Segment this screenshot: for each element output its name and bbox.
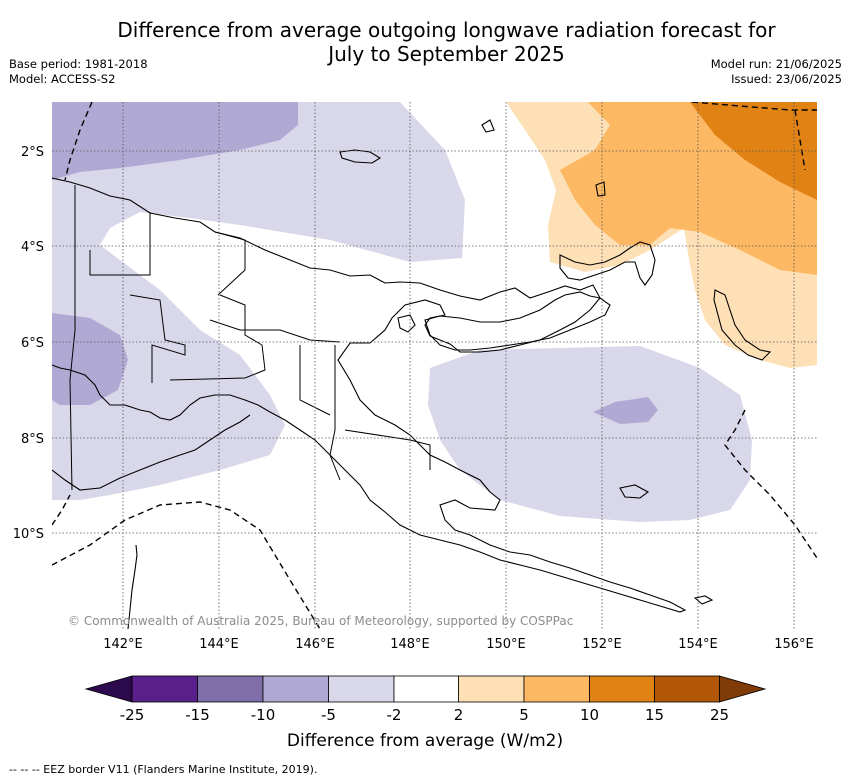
manus-coastline <box>339 149 382 164</box>
colorbar-ticks: -25 -15 -10 -5 -2 2 5 10 15 25 <box>120 706 729 724</box>
meta-right: Model run: 21/06/2025 Issued: 23/06/2025 <box>711 57 842 87</box>
colorbar-tick: 5 <box>519 706 529 724</box>
colorbar-segment <box>393 675 459 703</box>
colorbar-title: Difference from average (W/m2) <box>286 731 564 751</box>
longitude-labels: 142°E 144°E 146°E 148°E 150°E 152°E 154°… <box>103 637 814 652</box>
lat-label: 8°S <box>21 432 44 447</box>
issued-date: Issued: 23/06/2025 <box>731 72 842 86</box>
colorbar-tick: 25 <box>710 706 729 724</box>
colorbar-segment <box>131 675 198 703</box>
province-border-5 <box>209 319 341 343</box>
lon-label: 156°E <box>774 637 814 652</box>
province-border-6 <box>329 345 341 481</box>
anomaly-region-west-light <box>52 102 465 500</box>
base-period: Base period: 1981-2018 <box>9 57 148 71</box>
eez-south-west <box>52 501 321 629</box>
title-line-1: Difference from average outgoing longwav… <box>117 18 776 42</box>
eez-footnote: -- -- -- EEZ border V11 (Flanders Marine… <box>9 763 318 776</box>
title-line-2: July to September 2025 <box>328 42 565 66</box>
colorbar-extend-low <box>84 675 133 703</box>
model-name: Model: ACCESS-S2 <box>9 72 116 86</box>
province-border-1 <box>89 212 151 276</box>
colorbar-tick: -2 <box>387 706 402 724</box>
lat-label: 10°S <box>13 527 44 542</box>
colorbar-segment <box>458 675 525 703</box>
colorbar-tick: 10 <box>580 706 599 724</box>
lon-label: 148°E <box>390 637 430 652</box>
louisiade-coastline <box>693 595 714 605</box>
province-border-2 <box>129 294 186 383</box>
latitude-labels: 2°S 4°S 6°S 8°S 10°S <box>13 145 44 542</box>
colorbar-extend-high <box>719 675 767 703</box>
lat-label: 6°S <box>21 336 44 351</box>
colorbar-segment <box>197 675 264 703</box>
lon-label: 142°E <box>103 637 143 652</box>
colorbar-segment <box>523 675 590 703</box>
map-plot-area <box>52 102 817 629</box>
small-island-1 <box>481 119 495 133</box>
small-island-2 <box>397 314 416 333</box>
model-run: Model run: 21/06/2025 <box>710 57 842 71</box>
colorbar-segment <box>262 675 329 703</box>
province-border-7 <box>344 429 431 470</box>
anomaly-region-northwest-medium <box>52 102 298 180</box>
eez-west <box>64 102 93 181</box>
lon-label: 144°E <box>199 637 239 652</box>
anomaly-region-southeast-light <box>428 346 752 522</box>
bougainville-coastline <box>713 289 772 361</box>
meta-left: Base period: 1981-2018 Model: ACCESS-S2 <box>9 57 148 87</box>
lat-label: 2°S <box>21 145 44 160</box>
coastlines <box>52 119 772 629</box>
colorbar-segment <box>328 675 395 703</box>
colorbar <box>84 675 767 703</box>
new-britain-coastline <box>424 291 611 351</box>
eez-east <box>724 409 817 559</box>
lon-label: 154°E <box>678 637 718 652</box>
colorbar-segment <box>589 675 655 703</box>
southwest-coastline <box>52 414 251 491</box>
province-border-8 <box>299 345 331 416</box>
lon-label: 152°E <box>582 637 622 652</box>
lat-label: 4°S <box>21 240 44 255</box>
lon-label: 146°E <box>295 637 335 652</box>
anomaly-region-west-medium <box>52 313 128 405</box>
new-guinea-coastline <box>52 177 687 613</box>
cape-york-coastline <box>127 544 138 629</box>
colorbar-segment <box>654 675 720 703</box>
new-ireland-coastline <box>559 241 656 286</box>
png-indonesia-border <box>69 185 76 491</box>
borders <box>69 185 431 491</box>
colorbar-tick: -10 <box>251 706 276 724</box>
colorbar-tick: 15 <box>645 706 664 724</box>
colorbar-tick: 2 <box>454 706 464 724</box>
copyright-notice: © Commonwealth of Australia 2025, Bureau… <box>68 614 574 628</box>
dentrecasteaux-coastline <box>619 484 650 499</box>
eez-north-east-2 <box>794 109 806 171</box>
eez-borders <box>52 102 817 629</box>
province-border-3 <box>169 294 266 381</box>
colorbar-tick: -15 <box>185 706 210 724</box>
gridlines <box>52 102 817 629</box>
colorbar-tick: -25 <box>120 706 145 724</box>
province-border-4 <box>214 231 246 296</box>
eez-north-east <box>691 102 817 111</box>
small-island-3 <box>595 181 606 197</box>
anomaly-region-solomon-medium <box>593 397 658 424</box>
lon-label: 150°E <box>486 637 526 652</box>
map-title: Difference from average outgoing longwav… <box>0 18 850 66</box>
colorbar-tick: -5 <box>321 706 336 724</box>
